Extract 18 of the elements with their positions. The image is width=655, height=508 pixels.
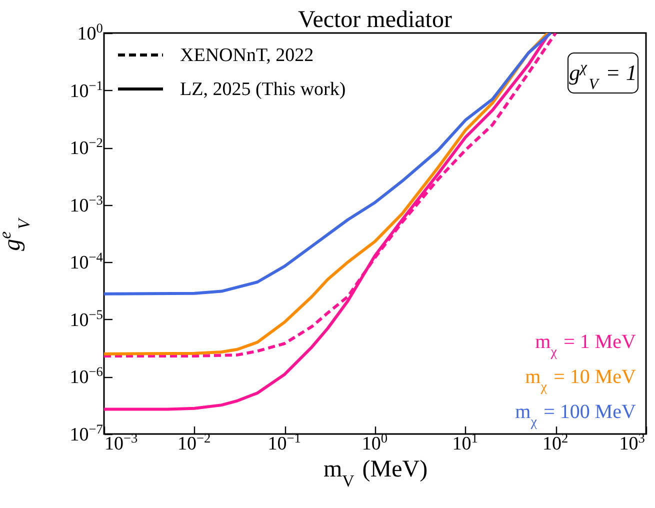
x-axis-title: m$_{V}$ (MeV) <box>323 456 428 490</box>
x-tick-label: 10$^{−1}$ <box>268 430 301 454</box>
y-tick-label: 10$^{0}$ <box>77 20 104 44</box>
y-tick-label: 10$^{−1}$ <box>70 77 103 102</box>
chart-title: Vector mediator <box>298 7 452 33</box>
annotation: LZ, 2025 (This work) <box>180 79 346 100</box>
x-tick-label: 10$^{1}$ <box>452 430 478 454</box>
y-tick-label: 10$^{−3}$ <box>70 192 104 216</box>
text: m$_{χ}$ = 1 MeV <box>535 331 637 360</box>
annotation: XENONnT, 2022 <box>180 45 314 66</box>
y-tick-label: 10$^{−2}$ <box>70 134 103 160</box>
y-tick-label: 10$^{−5}$ <box>70 306 104 331</box>
y-tick-label: 10$^{−6}$ <box>70 364 104 388</box>
y-tick-label: 10$^{−7}$ <box>70 421 104 446</box>
annotation: g$^{χ}$$_{V}$ = 1 <box>569 58 637 92</box>
text: m$_{χ}$ = 100 MeV <box>515 401 637 430</box>
text: m$_{χ}$ = 10 MeV <box>525 366 637 394</box>
y-tick-label: 10$^{−4}$ <box>70 249 104 274</box>
